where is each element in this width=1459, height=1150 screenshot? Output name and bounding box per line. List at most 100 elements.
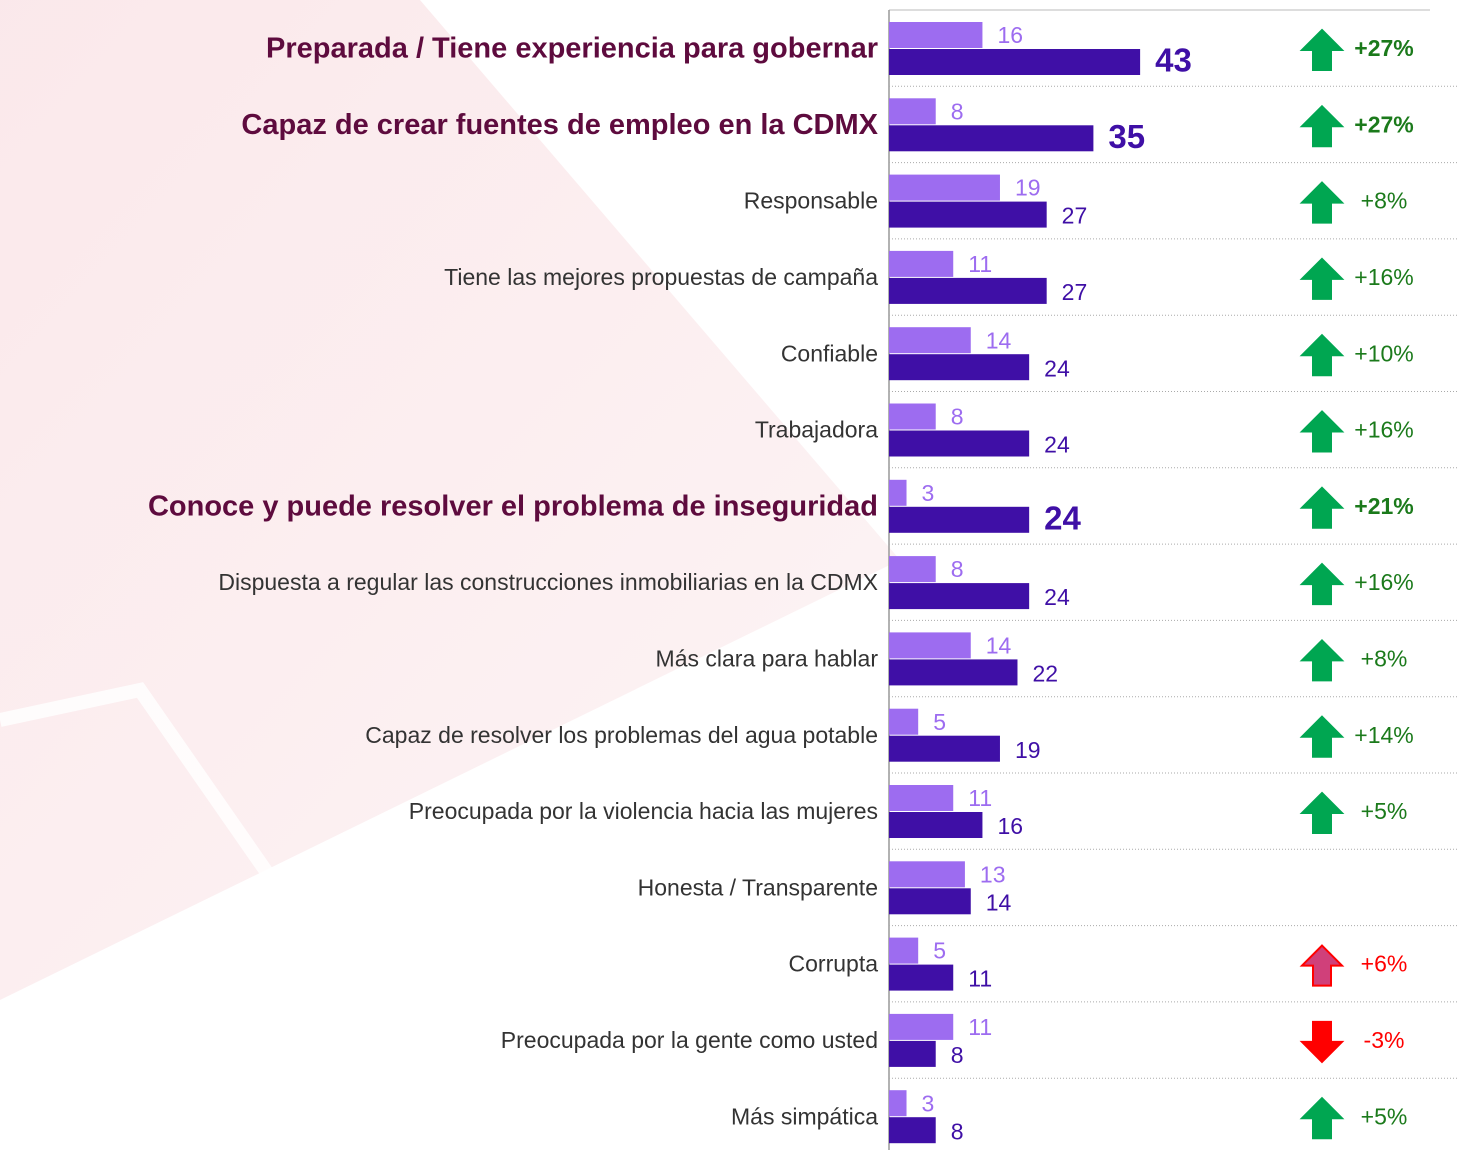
change-label: +16% (1354, 569, 1413, 595)
value-label: 11 (968, 1014, 992, 1040)
bar (889, 659, 1018, 686)
bar (889, 354, 1030, 381)
change-label: +27% (1354, 111, 1413, 137)
value-label: 19 (1015, 175, 1041, 201)
category-label: Capaz de resolver los problemas del agua… (365, 722, 878, 748)
bar (889, 49, 1141, 75)
value-label: 27 (1062, 203, 1088, 229)
bar (889, 174, 1000, 201)
bar (889, 277, 1047, 304)
change-arrow (1299, 715, 1345, 758)
bar (889, 556, 936, 583)
bar (889, 735, 1000, 762)
change-label: +10% (1354, 340, 1413, 366)
category-label: Preparada / Tiene experiencia para gober… (266, 33, 878, 65)
change-label: +14% (1354, 722, 1413, 748)
value-label: 8 (951, 556, 964, 582)
bar (889, 964, 954, 991)
value-label: 19 (1015, 737, 1041, 763)
background-line (0, 682, 466, 1150)
bar (889, 250, 954, 277)
category-label: Responsable (744, 188, 878, 214)
bar (889, 403, 936, 430)
change-label: +5% (1361, 798, 1408, 824)
bar (889, 708, 919, 735)
category-label: Capaz de crear fuentes de empleo en la C… (241, 109, 878, 141)
change-label: +21% (1354, 493, 1413, 519)
bar (889, 632, 971, 659)
bar (889, 861, 965, 888)
value-label: 27 (1062, 279, 1088, 305)
value-label: 3 (922, 1090, 935, 1116)
value-label: 16 (997, 813, 1023, 839)
change-arrow (1299, 791, 1345, 834)
bar (889, 937, 919, 964)
bar (889, 479, 907, 506)
change-arrow (1299, 333, 1345, 377)
value-label: 24 (1044, 432, 1070, 458)
value-label: 13 (980, 861, 1006, 887)
change-arrow (1299, 104, 1345, 148)
change-label: +6% (1361, 951, 1408, 977)
value-label: 14 (986, 632, 1012, 658)
bar (889, 1090, 907, 1117)
change-label: +5% (1361, 1103, 1408, 1129)
value-label: 8 (951, 1118, 964, 1144)
category-label: Más clara para hablar (656, 645, 879, 671)
change-arrow (1299, 28, 1345, 71)
value-label: 35 (1108, 118, 1145, 155)
bar (889, 430, 1030, 457)
change-arrow (1299, 944, 1345, 987)
bar (889, 201, 1047, 228)
change-label: +8% (1361, 645, 1408, 671)
value-label: 8 (951, 98, 964, 124)
category-label: Honesta / Transparente (638, 874, 878, 900)
value-label: 5 (933, 709, 946, 735)
value-label: 24 (1044, 584, 1070, 610)
bar (889, 1040, 936, 1067)
value-label: 43 (1155, 42, 1192, 79)
bar (889, 583, 1030, 610)
bar (889, 327, 971, 354)
value-label: 5 (933, 938, 946, 964)
category-label: Tiene las mejores propuestas de campaña (444, 264, 878, 290)
bar (889, 1117, 936, 1144)
category-label: Preocupada por la violencia hacia las mu… (409, 798, 878, 824)
change-label: +8% (1361, 188, 1408, 214)
bar (889, 1013, 954, 1040)
bar (889, 125, 1094, 152)
change-arrow (1299, 638, 1345, 682)
change-arrow (1299, 410, 1345, 453)
change-label: +27% (1354, 35, 1413, 61)
value-label: 24 (1044, 355, 1070, 381)
bar (889, 888, 971, 915)
background-shape (0, 0, 900, 1000)
change-label: +16% (1354, 264, 1413, 290)
value-label: 24 (1044, 500, 1081, 537)
value-label: 14 (986, 889, 1012, 915)
category-label: Más simpática (731, 1103, 878, 1129)
value-label: 3 (922, 480, 935, 506)
category-label: Conoce y puede resolver el problema de i… (148, 490, 878, 522)
change-arrow (1299, 562, 1345, 606)
change-label: +16% (1354, 417, 1413, 443)
value-label: 11 (968, 966, 992, 992)
bar (889, 785, 954, 811)
bar (889, 506, 1030, 533)
change-arrow (1299, 257, 1345, 300)
change-arrow (1299, 1096, 1345, 1140)
bar (889, 98, 936, 125)
change-label: -3% (1364, 1027, 1405, 1053)
change-arrow (1299, 1020, 1345, 1064)
value-label: 11 (968, 785, 992, 811)
value-label: 8 (951, 1042, 964, 1068)
category-label: Preocupada por la gente como usted (501, 1027, 878, 1053)
value-label: 14 (986, 327, 1012, 353)
category-label: Confiable (781, 340, 878, 366)
value-label: 11 (968, 251, 992, 277)
value-label: 8 (951, 404, 964, 430)
change-arrow (1299, 486, 1345, 529)
bar (889, 22, 983, 48)
value-label: 16 (997, 22, 1023, 48)
